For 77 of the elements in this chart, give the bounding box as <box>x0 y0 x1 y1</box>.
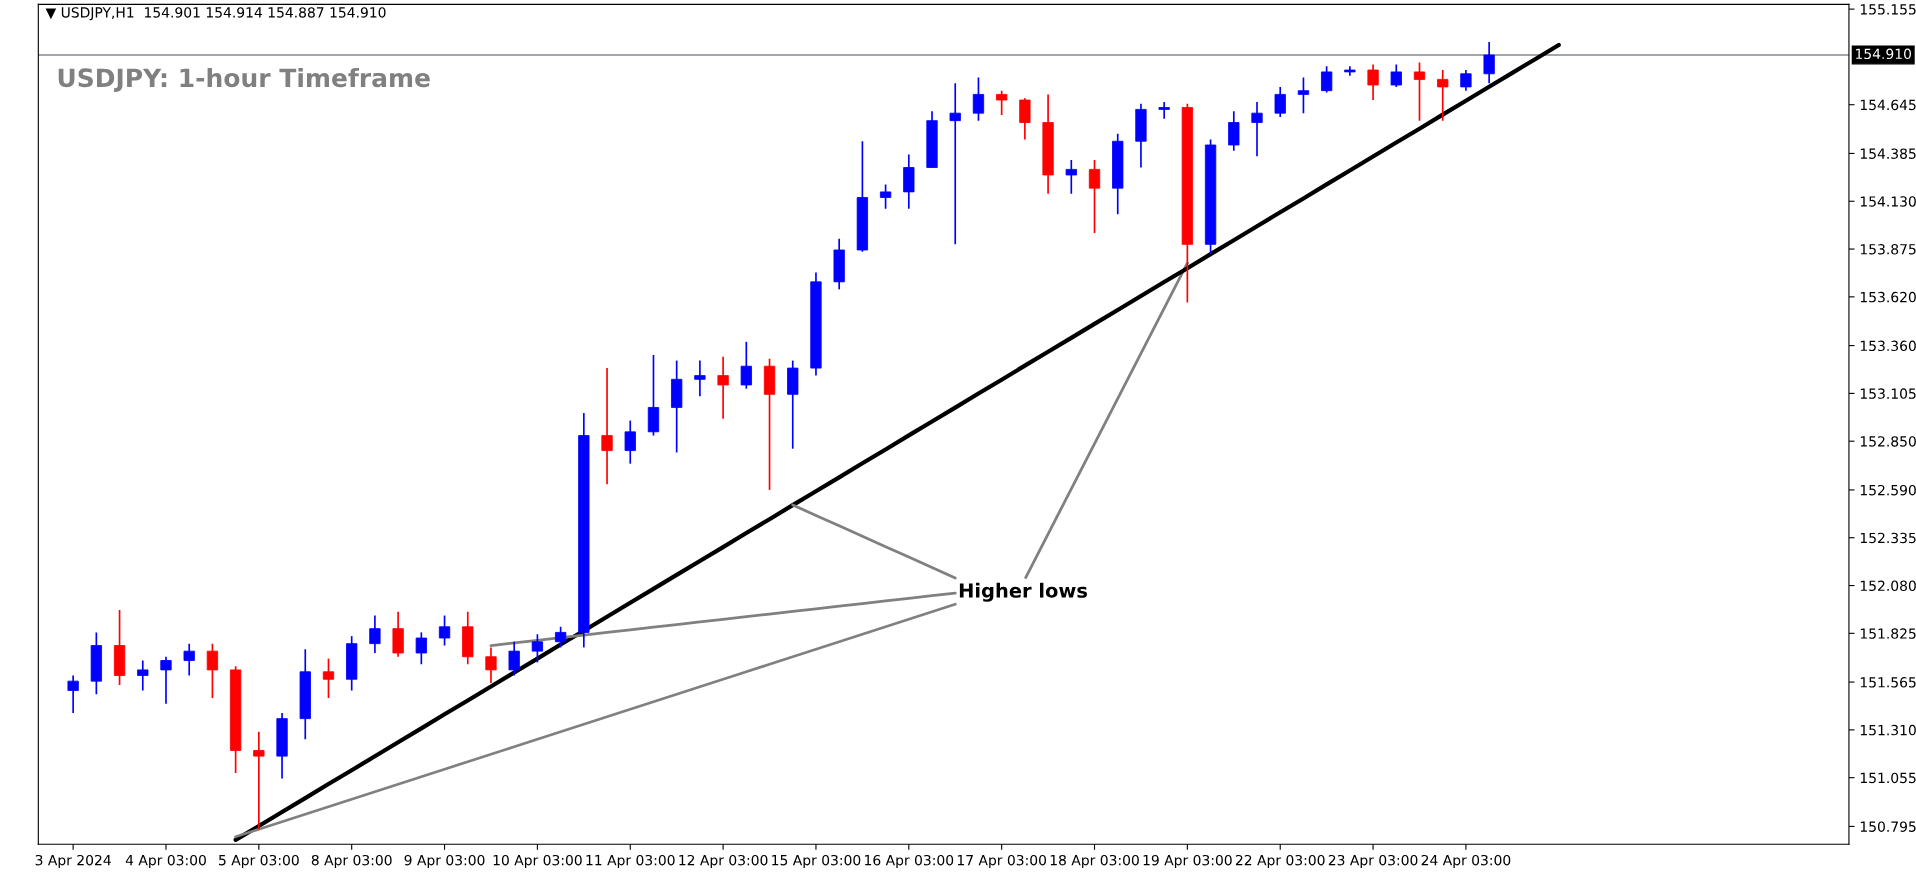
candlestick <box>624 419 636 465</box>
y-tick-label: 151.825 <box>1860 628 1916 639</box>
x-tick-label: 15 Apr 03:00 <box>772 854 861 869</box>
candlestick <box>1390 63 1402 88</box>
candlestick <box>949 82 961 246</box>
candlestick <box>1297 76 1310 114</box>
candlestick <box>1065 159 1077 195</box>
candlestick <box>206 642 219 699</box>
y-tick-label: 153.105 <box>1860 388 1916 399</box>
candlestick <box>1413 61 1426 122</box>
candlestick <box>972 76 985 122</box>
y-tick-label: 152.590 <box>1860 484 1916 496</box>
text: USDJPY: 1-hour Timeframe <box>58 67 430 92</box>
candlestick <box>717 356 729 420</box>
x-tick-label: 18 Apr 03:00 <box>1050 854 1139 869</box>
candlestick <box>531 633 544 664</box>
candlestick <box>67 674 79 714</box>
candlestick <box>1228 110 1240 152</box>
x-tick-label: 24 Apr 03:00 <box>1421 854 1511 869</box>
candlestick <box>1019 97 1031 141</box>
candlestick <box>369 614 381 654</box>
candlestick <box>1321 65 1333 94</box>
x-tick-label: 10 Apr 03:00 <box>493 854 582 869</box>
candlestick <box>694 359 706 398</box>
candlestick <box>1274 86 1286 118</box>
candlestick <box>253 730 265 831</box>
y-tick-label: 153.620 <box>1860 291 1916 303</box>
x-tick-label: 19 Apr 03:00 <box>1143 854 1232 869</box>
candlestick <box>1460 69 1472 92</box>
y-tick-label: 153.875 <box>1860 244 1916 255</box>
x-tick-label: 9 Apr 03:00 <box>404 854 485 869</box>
x-tick-label: 4 Apr 03:00 <box>125 854 206 869</box>
y-tick-label: 151.310 <box>1860 724 1916 736</box>
candlestick <box>1367 63 1379 101</box>
annotation: Higher lows <box>959 582 1087 602</box>
candlestick <box>485 646 497 684</box>
ref-line-label: 154.910 <box>1856 48 1912 60</box>
x-tick-label: 23 Apr 03:00 <box>1328 854 1418 869</box>
line-series <box>234 602 957 839</box>
candlestick <box>1483 41 1495 84</box>
x-tick-label: 17 Apr 03:00 <box>957 854 1047 869</box>
x-tick-label: 12 Apr 03:00 <box>679 854 768 869</box>
y-tick-label: 154.645 <box>1860 99 1916 111</box>
candlestick <box>554 625 567 649</box>
candlestick <box>740 341 752 390</box>
chart-title: ▼ USDJPY,H1 154.901 154.914 154.887 154.910 <box>45 7 386 21</box>
y-tick-label: 152.080 <box>1860 580 1916 592</box>
y-tick-label: 152.335 <box>1860 532 1916 544</box>
y-tick-label: 155.155 <box>1860 4 1916 15</box>
candlestick <box>1088 159 1101 234</box>
x-tick-label: 5 Apr 03:00 <box>219 854 299 869</box>
y-tick-label: 154.130 <box>1860 196 1916 207</box>
candlestick <box>183 642 195 677</box>
y-tick-label: 150.795 <box>1860 821 1916 832</box>
x-tick-label: 22 Apr 03:00 <box>1235 854 1325 869</box>
candlestick <box>137 659 149 692</box>
y-tick-label: 151.565 <box>1860 677 1916 688</box>
y-tick-label: 153.360 <box>1860 340 1916 352</box>
y-tick-label: 152.850 <box>1860 436 1916 447</box>
candlestick <box>879 183 892 210</box>
line-series <box>791 503 957 580</box>
candlestick <box>1251 101 1263 158</box>
x-tick-label: 3 Apr 2024 <box>35 854 111 869</box>
y-tick-label: 154.385 <box>1860 148 1916 159</box>
x-tick-label: 11 Apr 03:00 <box>586 854 675 869</box>
candlestick <box>160 655 172 705</box>
candlestick <box>996 89 1008 116</box>
y-tick-label: 151.055 <box>1860 772 1916 784</box>
candlestick <box>415 631 427 666</box>
candlestick <box>508 640 520 677</box>
candlestick <box>322 657 335 699</box>
x-tick-label: 8 Apr 03:00 <box>311 854 392 869</box>
candlestick <box>1158 101 1170 120</box>
candlestick <box>1437 69 1449 122</box>
x-tick-label: 16 Apr 03:00 <box>865 854 954 869</box>
candlestick <box>601 367 613 486</box>
candlestick <box>438 614 451 647</box>
